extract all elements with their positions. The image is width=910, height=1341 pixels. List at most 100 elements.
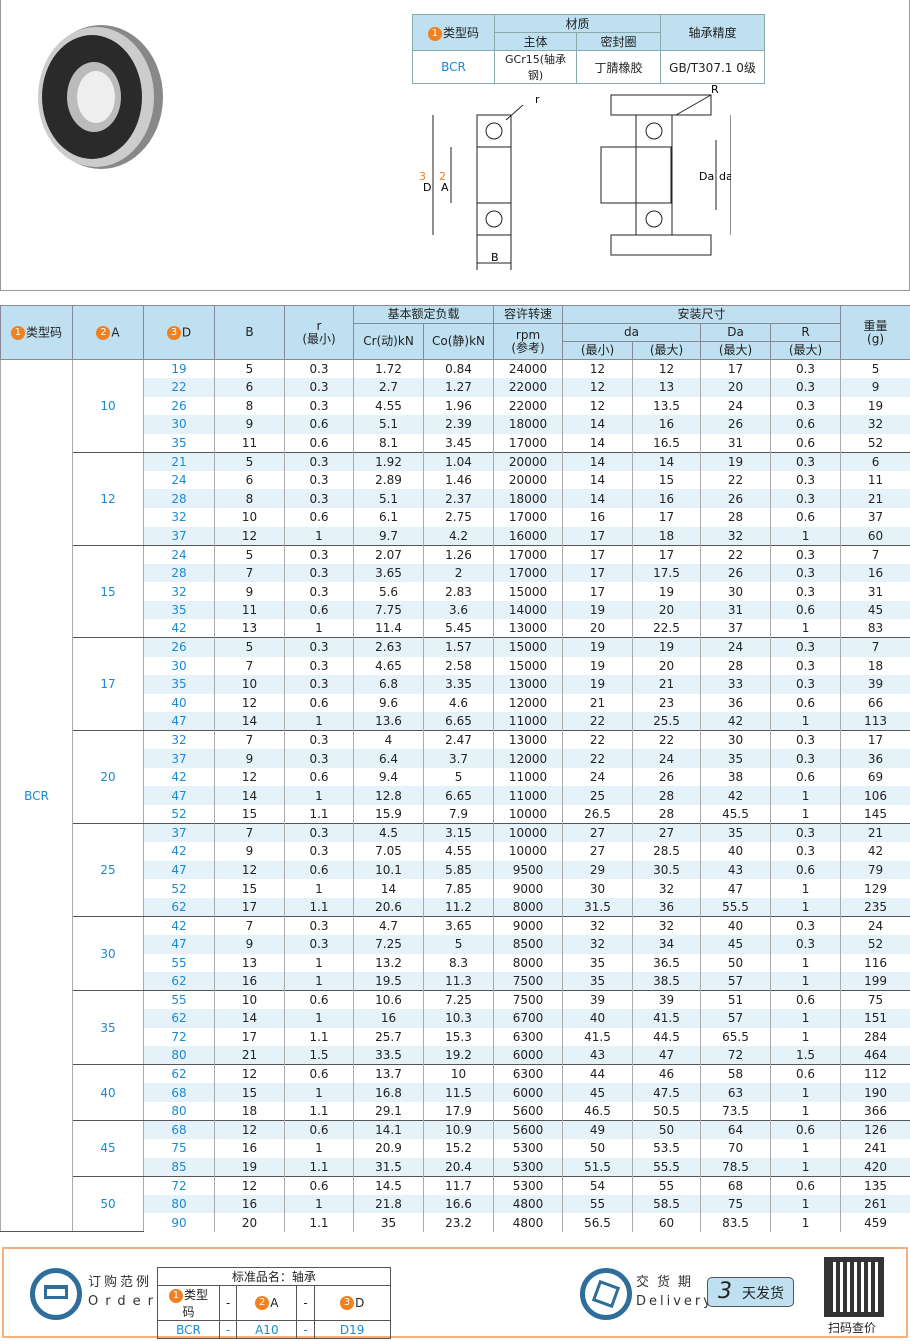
table-cell: 12 <box>214 693 285 713</box>
outer-diameter-link[interactable]: 32 <box>143 508 215 527</box>
table-cell: 1 <box>770 1009 842 1028</box>
outer-diameter-link[interactable]: 42 <box>143 767 215 787</box>
outer-diameter-link[interactable]: 85 <box>143 1157 215 1177</box>
outer-diameter-link[interactable]: 62 <box>143 1009 215 1028</box>
outer-diameter-link[interactable]: 26 <box>143 637 215 657</box>
table-cell: 23.2 <box>422 1213 495 1232</box>
outer-diameter-link[interactable]: 32 <box>143 582 215 601</box>
outer-diameter-link[interactable]: 42 <box>143 915 215 935</box>
outer-diameter-link[interactable]: 47 <box>143 934 215 954</box>
table-cell: 22000 <box>493 396 564 416</box>
table-cell: 38.5 <box>632 972 702 991</box>
table-cell: 0.6 <box>284 860 354 880</box>
outer-diameter-link[interactable]: 72 <box>143 1027 215 1047</box>
table-cell: 235 <box>840 897 910 917</box>
outer-diameter-link[interactable]: 37 <box>143 823 215 843</box>
table-cell: 51 <box>700 990 772 1010</box>
outer-diameter-link[interactable]: 19 <box>143 359 215 379</box>
table-cell: 22 <box>562 749 634 768</box>
table-cell: 0.3 <box>770 637 842 657</box>
table-cell: 0.3 <box>770 582 842 601</box>
table-cell: 2.37 <box>422 489 495 508</box>
table-row: 30 7 0.3 4.65 2.58 15000 19 20 28 0.3 18 <box>1 656 910 676</box>
outer-diameter-link[interactable]: 47 <box>143 860 215 880</box>
outer-diameter-link[interactable]: 42 <box>143 619 215 638</box>
table-row: 35 11 0.6 7.75 3.6 14000 19 20 31 0.6 45 <box>1 600 910 620</box>
outer-diameter-link[interactable]: 75 <box>143 1139 215 1158</box>
table-cell: 3.6 <box>422 600 495 620</box>
outer-diameter-link[interactable]: 28 <box>143 489 215 508</box>
outer-diameter-link[interactable]: 72 <box>143 1175 215 1195</box>
outer-diameter-link[interactable]: 24 <box>143 470 215 490</box>
outer-diameter-link[interactable]: 30 <box>143 415 215 434</box>
table-cell: 4.5 <box>353 823 424 843</box>
table-cell: 4.7 <box>353 915 424 935</box>
outer-diameter-link[interactable]: 28 <box>143 563 215 583</box>
table-cell: 32 <box>840 415 910 434</box>
table-cell: 1 <box>284 1194 354 1214</box>
table-cell: 13000 <box>493 675 564 694</box>
table-cell: 0.6 <box>770 1064 842 1084</box>
table-cell: 16 <box>214 1194 285 1214</box>
table-cell: 1.04 <box>422 451 495 471</box>
table-cell: 17 <box>214 897 285 917</box>
table-row: 62 16 1 19.5 11.3 7500 35 38.5 57 1 199 <box>1 972 910 991</box>
outer-diameter-link[interactable]: 32 <box>143 730 215 750</box>
table-cell: 9 <box>840 378 910 397</box>
table-cell: 78.5 <box>700 1157 772 1177</box>
table-cell: 10.3 <box>422 1009 495 1028</box>
outer-diameter-link[interactable]: 30 <box>143 656 215 676</box>
outer-diameter-link[interactable]: 24 <box>143 544 215 564</box>
table-cell: 26 <box>632 767 702 787</box>
outer-diameter-link[interactable]: 55 <box>143 990 215 1010</box>
outer-diameter-link[interactable]: 52 <box>143 879 215 898</box>
table-cell: 9.4 <box>353 767 424 787</box>
table-cell: 33.5 <box>353 1046 424 1065</box>
table-cell: 11000 <box>493 712 564 731</box>
table-cell: 7500 <box>493 972 564 991</box>
outer-diameter-link[interactable]: 35 <box>143 675 215 694</box>
outer-diameter-link[interactable]: 42 <box>143 842 215 861</box>
outer-diameter-link[interactable]: 52 <box>143 805 215 824</box>
table-cell: 2.07 <box>353 544 424 564</box>
outer-diameter-link[interactable]: 80 <box>143 1102 215 1121</box>
outer-diameter-link[interactable]: 68 <box>143 1083 215 1102</box>
table-cell: 0.3 <box>284 544 354 564</box>
outer-diameter-link[interactable]: 47 <box>143 712 215 731</box>
table-cell: 37 <box>700 619 772 638</box>
outer-diameter-link[interactable]: 37 <box>143 526 215 546</box>
outer-diameter-link[interactable]: 35 <box>143 433 215 453</box>
outer-diameter-link[interactable]: 80 <box>143 1046 215 1065</box>
outer-diameter-link[interactable]: 22 <box>143 378 215 397</box>
table-cell: 19 <box>700 451 772 471</box>
outer-diameter-link[interactable]: 35 <box>143 600 215 620</box>
outer-diameter-link[interactable]: 26 <box>143 396 215 416</box>
outer-diameter-link[interactable]: 62 <box>143 1064 215 1084</box>
qr-code[interactable] <box>824 1257 884 1317</box>
outer-diameter-link[interactable]: 37 <box>143 749 215 768</box>
table-row: 30 9 0.6 5.1 2.39 18000 14 16 26 0.6 32 <box>1 415 910 434</box>
table-cell: 28 <box>700 508 772 527</box>
outer-diameter-link[interactable]: 40 <box>143 693 215 713</box>
table-row: 40 12 0.6 9.6 4.6 12000 21 23 36 0.6 66 <box>1 693 910 713</box>
table-cell: 15 <box>214 805 285 824</box>
table-cell: 2.7 <box>353 378 424 397</box>
outer-diameter-link[interactable]: 62 <box>143 897 215 917</box>
outer-diameter-link[interactable]: 68 <box>143 1120 215 1140</box>
table-row: 47 14 1 13.6 6.65 11000 22 25.5 42 1 113 <box>1 712 910 731</box>
table-cell: 50 <box>700 953 772 973</box>
table-cell: 47 <box>632 1046 702 1065</box>
table-cell: 0.6 <box>770 693 842 713</box>
table-cell: 9000 <box>493 879 564 898</box>
table-row: 20 32 7 0.3 4 2.47 13000 22 22 30 0.3 17 <box>1 730 910 825</box>
outer-diameter-link[interactable]: 47 <box>143 786 215 805</box>
table-cell: 7 <box>214 915 285 935</box>
outer-diameter-link[interactable]: 80 <box>143 1194 215 1214</box>
table-cell: 0.3 <box>770 563 842 583</box>
outer-diameter-link[interactable]: 21 <box>143 451 215 471</box>
outer-diameter-link[interactable]: 90 <box>143 1213 215 1232</box>
outer-diameter-link[interactable]: 55 <box>143 953 215 973</box>
table-cell: 17 <box>562 544 634 564</box>
table-cell: 12 <box>214 1064 285 1084</box>
outer-diameter-link[interactable]: 62 <box>143 972 215 991</box>
